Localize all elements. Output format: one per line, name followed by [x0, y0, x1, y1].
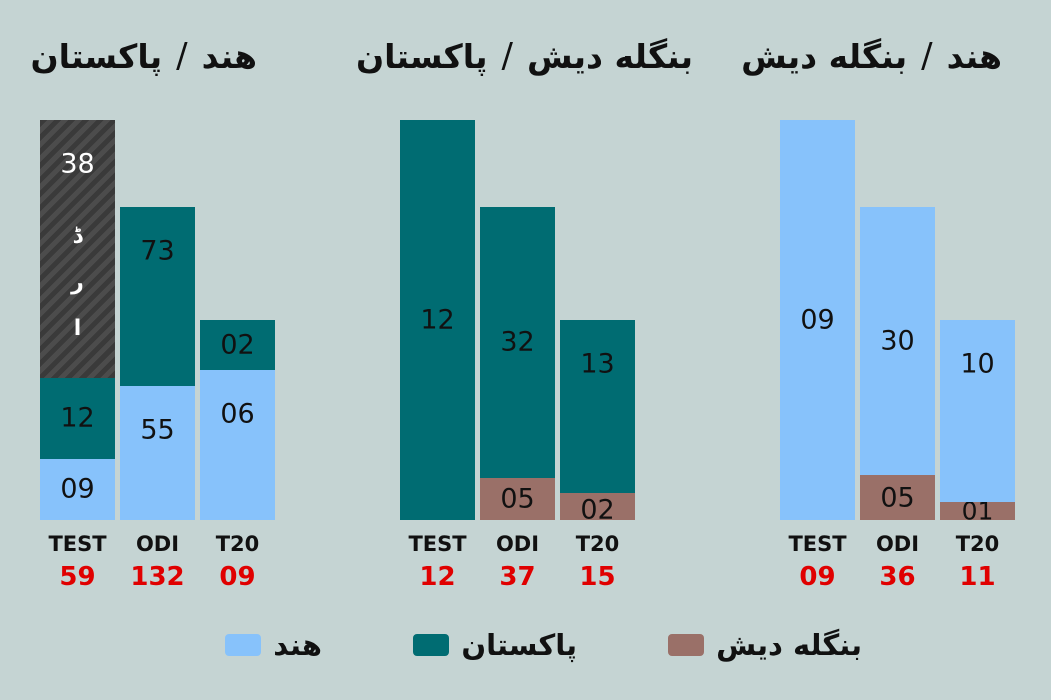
category-label: T20	[955, 532, 1000, 556]
category-label: TEST	[788, 532, 847, 556]
total-label: 37	[499, 562, 536, 592]
legend-swatch	[413, 634, 450, 656]
data-label: 12	[420, 304, 455, 336]
legend-item-india: هند	[225, 620, 322, 670]
data-label: 13	[580, 348, 615, 380]
total-label: 12	[419, 562, 456, 592]
draw-note-letter: ڈ	[72, 224, 83, 249]
data-label: 05	[500, 483, 535, 515]
panel-title-team-b: بنگله دیش	[741, 36, 908, 76]
panel-title: بنگله دیش / پاکستان	[356, 28, 693, 84]
legend-item-pakistan: پاکستان	[413, 620, 577, 670]
bar-segment-india: 09	[40, 458, 115, 520]
bar-segment-india: 09	[780, 120, 855, 520]
panel-title: هند / بنگله دیش	[741, 28, 1002, 84]
legend-swatch	[225, 634, 262, 656]
category-label: T20	[215, 532, 260, 556]
category-label: ODI	[135, 532, 180, 556]
bar-segment-india: 06	[200, 370, 275, 520]
panel-title-team-a: هند	[201, 36, 257, 76]
bar-segment-bangladesh: 05	[860, 475, 935, 520]
category-label: TEST	[408, 532, 467, 556]
panel-title-separator: /	[501, 36, 513, 76]
data-label: 55	[140, 414, 175, 445]
legend-item-bangladesh: بنگله دیش	[668, 620, 862, 670]
panel-title-team-b: پاکستان	[355, 36, 488, 76]
legend-label: بنگله دیش	[716, 628, 862, 662]
panel-title-separator: /	[921, 36, 933, 76]
bar-segment-bangladesh: 01	[940, 496, 1015, 525]
total-label: 36	[879, 562, 916, 592]
total-label: 15	[579, 562, 616, 592]
data-label: 12	[60, 402, 95, 434]
panel-title: هند / پاکستان	[31, 28, 257, 84]
draw-note-letter: ا	[73, 316, 82, 341]
legend-swatch	[668, 634, 705, 656]
bar-segment-pakistan: 13	[560, 320, 635, 494]
data-label: 06	[220, 398, 255, 430]
category-label: T20	[575, 532, 620, 556]
bar-segment-bangladesh: 05	[480, 477, 555, 520]
bar-segment-pakistan: 02	[200, 320, 275, 370]
category-label: TEST	[48, 532, 107, 556]
data-label: 73	[140, 235, 175, 267]
data-label: 10	[960, 348, 995, 380]
bar-segment-pakistan: 12	[40, 377, 115, 459]
panel-title-team-b: پاکستان	[30, 36, 163, 76]
legend: هند پاکستان بنگله دیش	[0, 620, 1051, 670]
total-label: 11	[959, 562, 996, 592]
data-label: 02	[580, 494, 615, 526]
data-label: 02	[220, 329, 255, 361]
total-label: 132	[130, 562, 185, 592]
bar-segment-india: 10	[940, 320, 1015, 502]
panel-title-team-a: بنگله دیش	[527, 36, 693, 76]
bar-segment-draw: 38 ڈ ر ا	[40, 120, 115, 378]
data-label: 38	[60, 148, 95, 180]
total-label: 59	[59, 562, 96, 592]
bar-segment-pakistan: 12	[400, 120, 475, 520]
total-label: 09	[799, 562, 836, 592]
data-label: 05	[880, 482, 915, 514]
data-label: 30	[880, 325, 915, 357]
bar-segment-pakistan: 73	[120, 207, 195, 386]
category-label: ODI	[495, 532, 540, 556]
panel-title-team-a: هند	[946, 36, 1002, 76]
bar-segment-india: 55	[120, 385, 195, 520]
bar-segment-bangladesh: 02	[560, 493, 635, 525]
category-label: ODI	[875, 532, 920, 556]
total-label: 09	[219, 562, 256, 592]
bar-segment-india: 30	[860, 207, 935, 476]
legend-label: پاکستان	[461, 628, 577, 662]
legend-label: هند	[273, 628, 322, 662]
data-label: 09	[60, 473, 95, 505]
data-label: 09	[800, 304, 835, 336]
bar-segment-pakistan: 32	[480, 207, 555, 478]
draw-note-letter: ر	[71, 270, 84, 295]
panel-title-separator: /	[176, 36, 188, 76]
data-label: 32	[500, 326, 535, 358]
